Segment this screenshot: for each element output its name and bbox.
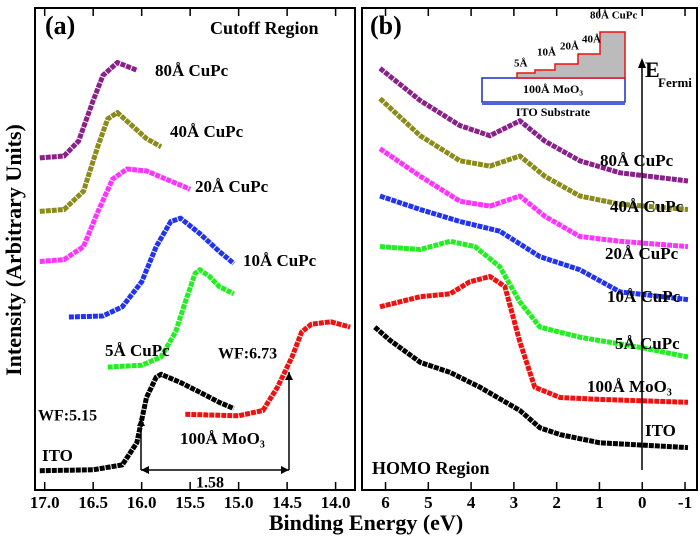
spectrum-line [379,238,689,360]
annotation: 20Å [560,41,579,53]
x-tick-label: 14.0 [321,493,351,512]
x-tick-label: 16.0 [127,493,157,512]
x-tick-label: 6 [381,493,390,512]
x-tick-label: 14.5 [272,493,302,512]
x-tick-label: 2 [552,493,561,512]
x-tick-label: 17.0 [30,493,60,512]
spectrum-line [39,110,163,214]
spectrum-line [378,66,689,184]
x-axis-label: Binding Energy (eV) [269,510,463,535]
plot-frame [34,7,356,491]
annotation: Fermi [658,75,692,90]
panel-subtitle: Cutoff Region [210,18,319,38]
annotation: WF:6.73 [218,346,277,363]
annotation: E [645,57,660,82]
series-label: 10Å CuPc [243,251,317,270]
annotation: 100Å MoO₃ [523,82,583,96]
spectrum-line [373,325,689,451]
inset-cupc-steps [516,31,626,79]
panel-subtitle: HOMO Region [372,458,490,478]
series-label: 40Å CuPc [610,197,684,216]
annotation: ITO Substrate [516,105,591,119]
annotation: 40Å [582,34,601,46]
spectrum-line [185,319,351,419]
x-tick-label: 16.5 [78,493,108,512]
panel-title: (a) [45,11,75,40]
annotation: 5Å [514,58,528,70]
x-tick-label: 4 [467,493,476,512]
spectrum-line [107,267,235,370]
spectrum-line [378,96,689,212]
spectrum-line [379,193,689,303]
plot-frame [361,7,698,491]
inset-diagram [481,31,626,105]
x-tick-label: 5 [424,493,433,512]
spectrum-line [379,274,689,405]
x-tick-label: 0 [638,493,647,512]
spectrum-line [39,166,192,264]
annotation: 10Å [537,47,556,59]
annotation: 80Å CuPc [590,10,637,22]
series-label: 80Å CuPc [155,61,229,80]
spectrum-line [378,146,689,250]
x-tick-label: 15.0 [224,493,254,512]
series-label: 80Å CuPc [600,151,674,170]
series-label: 40Å CuPc [170,122,244,141]
panel-title: (b) [370,11,402,40]
spectrum-line [68,215,236,320]
spectrum-line [39,60,138,161]
series-label: 5Å CuPc [615,334,680,353]
series-label: ITO [42,446,73,465]
annotation: WF:5.15 [38,408,97,425]
spectrum-line [39,371,235,474]
series-label: 20Å CuPc [195,177,269,196]
x-tick-label: 3 [510,493,519,512]
series-label: 10Å CuPc [607,287,681,306]
annotation: 1.58 [196,475,224,492]
series-label: ITO [645,421,676,440]
x-tick-label: 15.5 [175,493,205,512]
arrow-head [638,58,646,68]
x-tick-label: -1 [678,493,692,512]
arrow-head [137,372,293,474]
series-label: 5Å CuPc [105,341,170,360]
x-tick-label: 1 [595,493,604,512]
y-axis-label: Intensity (Arbitrary Units) [1,124,26,376]
series-label: 100Å MoO₃ [587,377,672,396]
series-label: 100Å MoO₃ [180,429,265,448]
